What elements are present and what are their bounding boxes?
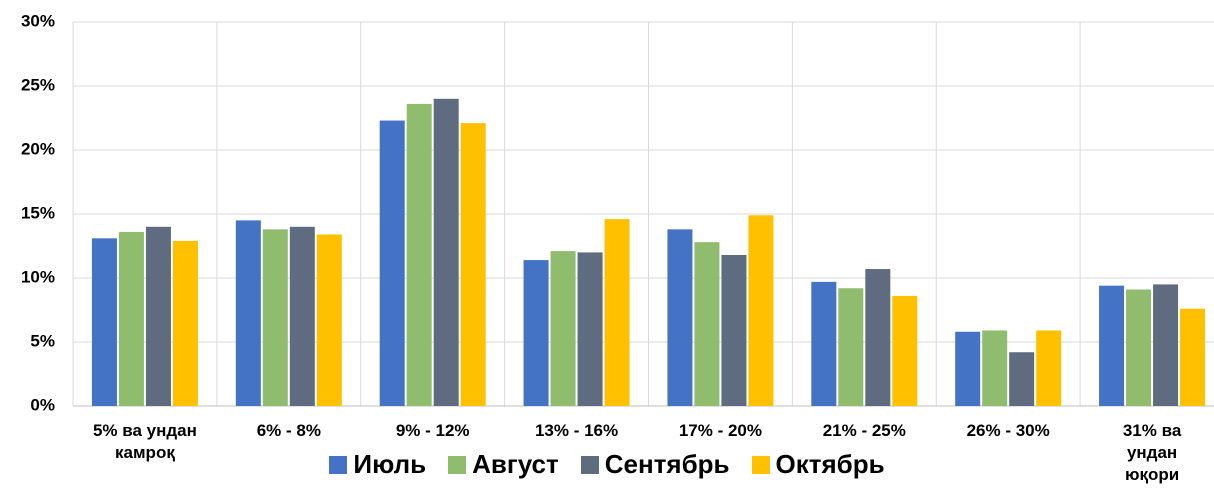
y-tick-label: 25%	[21, 75, 55, 94]
x-tick-label: 26% - 30%	[966, 421, 1050, 440]
bar	[1009, 352, 1035, 406]
y-tick-label: 5%	[30, 331, 55, 350]
x-tick-label: 21% - 25%	[822, 421, 906, 440]
legend: Июль Август Сентябрь Октябрь	[0, 449, 1214, 480]
bar	[811, 281, 837, 406]
y-tick-label: 10%	[21, 267, 55, 286]
bar	[865, 269, 891, 406]
legend-swatch	[751, 455, 770, 474]
bar	[91, 238, 117, 406]
bar	[721, 254, 747, 406]
bar	[145, 226, 171, 406]
bar	[406, 103, 432, 407]
bar	[433, 98, 459, 407]
y-tick-label: 15%	[21, 203, 55, 222]
bar	[748, 215, 774, 406]
bar	[235, 220, 261, 406]
legend-label: Октябрь	[775, 449, 885, 479]
y-tick-label: 0%	[30, 395, 55, 414]
bar	[1036, 330, 1062, 406]
bar	[694, 242, 720, 406]
bar	[460, 123, 486, 407]
bar	[262, 229, 288, 406]
bar	[577, 252, 603, 406]
bar	[118, 231, 144, 406]
legend-label: Август	[472, 449, 559, 479]
bar	[316, 234, 342, 406]
legend-item: Октябрь	[751, 449, 885, 480]
bar	[982, 330, 1008, 406]
x-tick-label: 6% - 8%	[256, 421, 321, 440]
x-tick-label: 17% - 20%	[678, 421, 763, 440]
bar	[1180, 308, 1206, 406]
legend-label: Сентябрь	[604, 449, 730, 479]
bar	[172, 240, 198, 406]
legend-swatch	[329, 455, 348, 474]
x-tick-label: 9% - 12%	[395, 421, 470, 440]
legend-label: Июль	[353, 449, 427, 479]
bar	[523, 260, 549, 406]
legend-item: Сентябрь	[580, 449, 730, 480]
bar	[838, 288, 864, 406]
legend-swatch	[448, 455, 467, 474]
y-tick-label: 20%	[21, 139, 55, 158]
bar	[1126, 289, 1152, 406]
y-tick-label: 30%	[21, 11, 55, 30]
bar	[550, 251, 576, 406]
bar	[1099, 285, 1125, 406]
bar	[289, 226, 315, 406]
legend-swatch	[580, 455, 599, 474]
bar	[1153, 284, 1179, 406]
bar	[604, 219, 630, 406]
bar	[667, 229, 693, 406]
x-tick-label: 31% ва ундан юқори	[1122, 421, 1182, 484]
bar	[955, 331, 981, 406]
x-tick-label: 5% ва ундан камроқ	[92, 421, 197, 462]
x-tick-label: 13% - 16%	[534, 421, 619, 440]
legend-item: Август	[448, 449, 559, 480]
plot: 0% 5% 10% 15% 20% 25% 30%	[21, 11, 1214, 414]
legend-item: Июль	[329, 449, 426, 480]
bar	[379, 120, 405, 406]
bar	[892, 295, 918, 406]
